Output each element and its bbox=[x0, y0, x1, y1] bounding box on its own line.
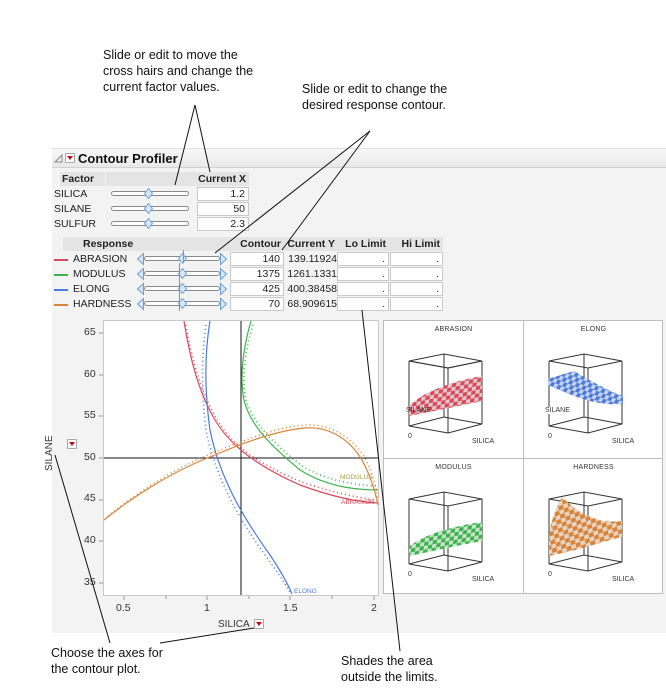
surface-y-label: SILANE bbox=[406, 407, 431, 414]
surface-x-label: SILICA bbox=[472, 438, 495, 445]
elong-contour bbox=[205, 320, 293, 595]
disclosure-triangle-icon[interactable] bbox=[53, 153, 63, 163]
current-y-value: 139.11924 bbox=[288, 253, 337, 265]
callout-limits-shading: Shades the area outside the limits. bbox=[341, 653, 438, 685]
surface-y-label: SILANE bbox=[545, 407, 570, 414]
surface-plot-hardness[interactable]: HARDNESS 0 SILICA bbox=[524, 459, 663, 595]
contour-value-input[interactable]: 425 bbox=[230, 282, 284, 296]
modulus-contour-label: MODULUS bbox=[340, 474, 373, 481]
surface-x-label: SILICA bbox=[612, 438, 635, 445]
callout-line: outside the limits. bbox=[341, 670, 438, 684]
response-header-text: Response bbox=[83, 238, 134, 250]
hi-limit-column-header: Hi Limit bbox=[390, 237, 443, 251]
response-column-header: Response bbox=[83, 237, 138, 251]
surface-plot-modulus[interactable]: MODULUS 0 SILICA bbox=[384, 459, 523, 595]
decrement-arrow-icon[interactable] bbox=[136, 282, 144, 296]
surface-x-label: SILICA bbox=[472, 576, 495, 583]
callout-line: current factor values. bbox=[103, 80, 220, 94]
callout-line: cross hairs and change the bbox=[103, 64, 254, 78]
x-axis-menu-icon[interactable] bbox=[254, 619, 264, 629]
x-tick-label: 0.5 bbox=[116, 602, 131, 614]
surface-plot-grid: ABRASION SILANE 0 SILICA ELONG bbox=[383, 320, 663, 594]
factor-name: SILANE bbox=[54, 203, 92, 215]
increment-arrow-icon[interactable] bbox=[220, 267, 228, 281]
contour-value-input[interactable]: 1375 bbox=[230, 267, 284, 281]
surface-origin-label: 0 bbox=[548, 433, 552, 440]
callout-line: Shades the area bbox=[341, 654, 433, 668]
response-color-swatch bbox=[54, 274, 68, 276]
response-color-swatch bbox=[54, 289, 68, 291]
response-name: HARDNESS bbox=[73, 298, 132, 310]
current-value-marker bbox=[179, 263, 180, 311]
lo-limit-input[interactable]: . bbox=[337, 267, 389, 281]
surface-title: ELONG bbox=[580, 326, 607, 333]
y-tick-label: 55 bbox=[84, 409, 96, 421]
surface-plot-abrasion[interactable]: ABRASION SILANE 0 SILICA bbox=[384, 321, 523, 457]
response-name: ELONG bbox=[73, 283, 110, 295]
panel-title: Contour Profiler bbox=[78, 151, 178, 166]
callout-response-contour: Slide or edit to change the desired resp… bbox=[302, 81, 447, 113]
modulus-contour bbox=[241, 320, 379, 491]
hi-limit-input[interactable]: . bbox=[390, 267, 443, 281]
x-tick-label: 1.5 bbox=[283, 602, 298, 614]
hi-limit-input[interactable]: . bbox=[390, 297, 443, 311]
callout-line: desired response contour. bbox=[302, 98, 446, 112]
abrasion-contour bbox=[183, 320, 379, 504]
factor-name: SULFUR bbox=[54, 218, 97, 230]
abrasion-contour-label: ABRASION bbox=[341, 499, 375, 506]
x-axis-title: SILICA bbox=[218, 619, 250, 630]
factor-slider-thumb[interactable] bbox=[143, 217, 154, 230]
y-axis-menu-icon[interactable] bbox=[67, 439, 77, 449]
factor-slider-thumb[interactable] bbox=[143, 202, 154, 215]
contour-slider-thumb[interactable] bbox=[177, 252, 188, 265]
surface-origin-label: 0 bbox=[408, 433, 412, 440]
lo-limit-input[interactable]: . bbox=[337, 282, 389, 296]
current-y-value: 1261.1331 bbox=[287, 268, 337, 280]
current-y-value: 400.38458 bbox=[287, 283, 337, 295]
response-name: MODULUS bbox=[73, 268, 126, 280]
y-tick-label: 65 bbox=[84, 326, 96, 338]
y-tick-label: 60 bbox=[84, 368, 96, 380]
surface-3d-icon bbox=[408, 491, 483, 572]
surface-title: ABRASION bbox=[434, 326, 473, 333]
surface-3d-icon bbox=[548, 353, 623, 434]
response-name: ABRASION bbox=[73, 253, 128, 265]
decrement-arrow-icon[interactable] bbox=[136, 267, 144, 281]
current-y-value: 68.909615 bbox=[287, 298, 337, 310]
response-color-swatch bbox=[54, 259, 68, 261]
surface-title: MODULUS bbox=[435, 464, 472, 471]
contour-value-input[interactable]: 70 bbox=[230, 297, 284, 311]
hi-limit-input[interactable]: . bbox=[390, 282, 443, 296]
callout-line: Choose the axes for bbox=[51, 646, 163, 660]
callout-factor-sliders: Slide or edit to move the cross hairs an… bbox=[103, 47, 253, 95]
current-value-marker bbox=[183, 250, 184, 263]
hi-limit-input[interactable]: . bbox=[390, 252, 443, 266]
surface-plot-elong[interactable]: ELONG SILANE 0 SILICA bbox=[524, 321, 663, 457]
callout-line: Slide or edit to move the bbox=[103, 48, 238, 62]
decrement-arrow-icon[interactable] bbox=[136, 297, 144, 311]
callout-axes-choice: Choose the axes for the contour plot. bbox=[51, 645, 163, 677]
surface-origin-label: 0 bbox=[548, 571, 552, 578]
surface-origin-label: 0 bbox=[408, 571, 412, 578]
response-color-swatch bbox=[54, 304, 68, 306]
decrement-arrow-icon[interactable] bbox=[136, 252, 144, 266]
increment-arrow-icon[interactable] bbox=[220, 297, 228, 311]
increment-arrow-icon[interactable] bbox=[220, 282, 228, 296]
surface-title: HARDNESS bbox=[573, 464, 614, 471]
callout-line: the contour plot. bbox=[51, 662, 141, 676]
hi-limit-header-text: Hi Limit bbox=[401, 238, 441, 250]
factor-column-header: Factor bbox=[62, 173, 95, 185]
callout-line: Slide or edit to change the bbox=[302, 82, 448, 96]
elong-contour-label: ELONG bbox=[294, 588, 317, 595]
surface-3d-icon bbox=[408, 353, 483, 434]
increment-arrow-icon[interactable] bbox=[220, 252, 228, 266]
red-triangle-menu-icon[interactable] bbox=[65, 153, 75, 163]
factor-name: SILICA bbox=[54, 188, 88, 200]
surface-3d-icon bbox=[548, 491, 623, 572]
factor-slider-thumb[interactable] bbox=[143, 187, 154, 200]
x-tick-label: 1 bbox=[204, 602, 210, 614]
surface-x-label: SILICA bbox=[612, 576, 635, 583]
